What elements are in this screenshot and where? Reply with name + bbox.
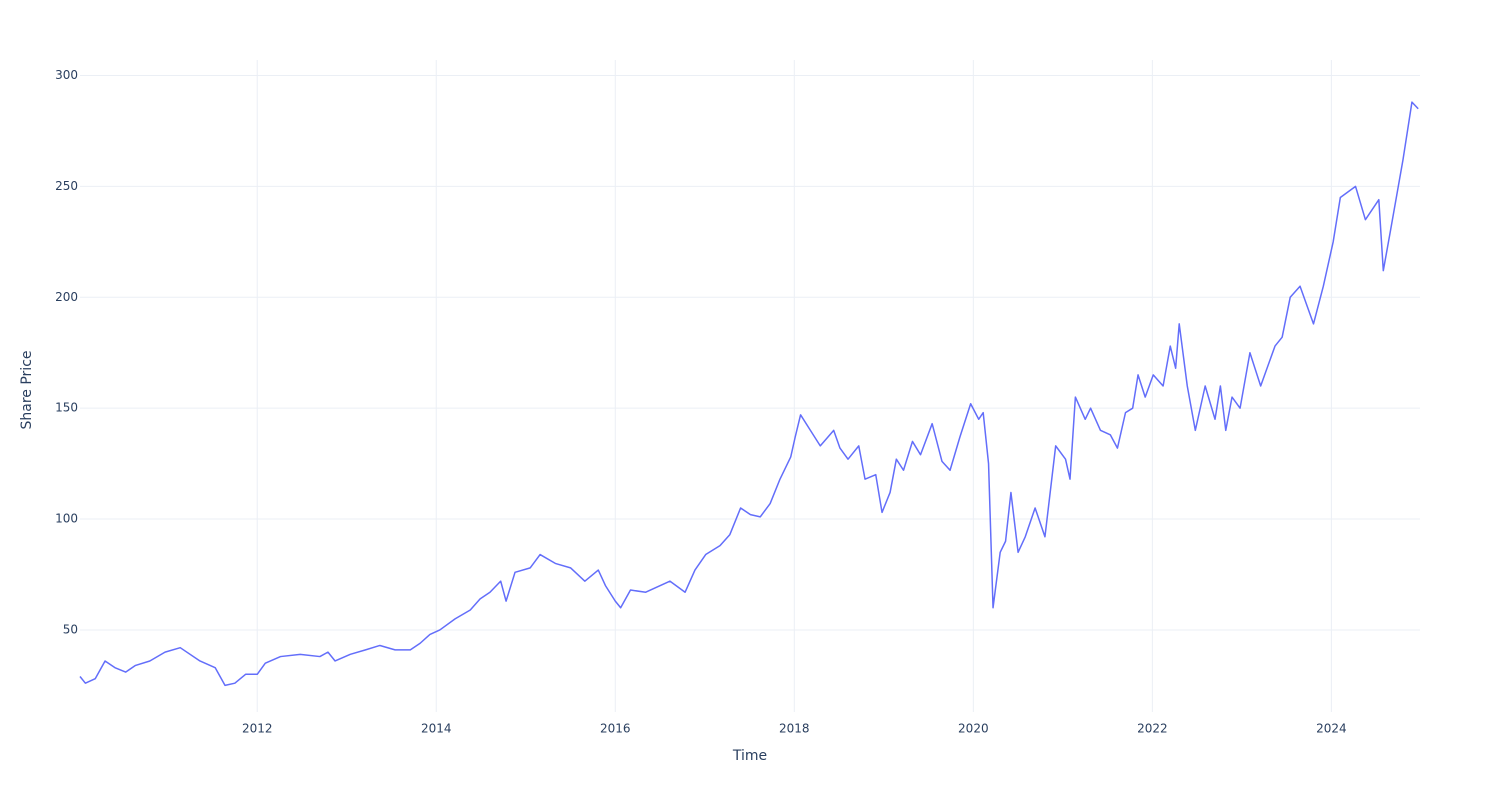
x-axis-title: Time bbox=[732, 748, 767, 764]
x-tick-label: 2012 bbox=[242, 722, 273, 736]
y-axis-title: Share Price bbox=[19, 350, 35, 429]
x-tick-label: 2016 bbox=[600, 722, 631, 736]
y-tick-label: 100 bbox=[55, 512, 78, 526]
y-tick-label: 150 bbox=[55, 401, 78, 415]
x-tick-label: 2018 bbox=[779, 722, 810, 736]
y-tick-label: 50 bbox=[63, 622, 78, 636]
price-line bbox=[79, 101, 1419, 687]
grid bbox=[80, 60, 1420, 712]
y-tick-label: 200 bbox=[55, 290, 78, 304]
x-tick-label: 2020 bbox=[958, 722, 989, 736]
y-tick-label: 250 bbox=[55, 179, 78, 193]
x-tick-label: 2014 bbox=[421, 722, 452, 736]
y-tick-label: 300 bbox=[55, 68, 78, 82]
x-tick-label: 2022 bbox=[1137, 722, 1168, 736]
x-tick-label: 2024 bbox=[1316, 722, 1347, 736]
